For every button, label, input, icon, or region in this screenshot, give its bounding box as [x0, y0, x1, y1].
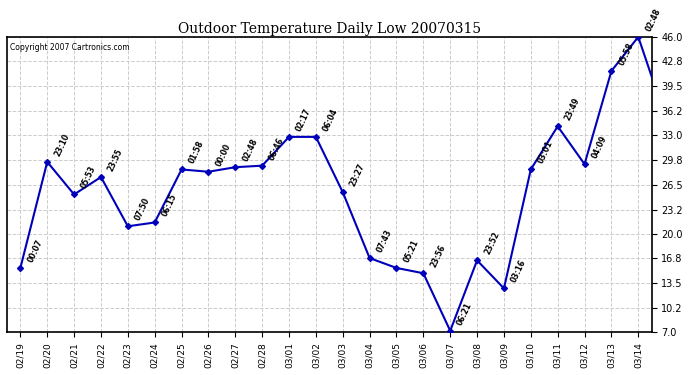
Text: Copyright 2007 Cartronics.com: Copyright 2007 Cartronics.com [10, 43, 130, 52]
Text: 23:27: 23:27 [348, 162, 366, 188]
Text: 06:46: 06:46 [268, 136, 286, 162]
Text: 23:52: 23:52 [482, 231, 501, 256]
Text: 06:04: 06:04 [322, 107, 339, 133]
Text: 23:56: 23:56 [429, 243, 447, 269]
Text: 00:00: 00:00 [214, 142, 233, 168]
Text: 02:17: 02:17 [295, 107, 313, 133]
Text: 02:48: 02:48 [644, 7, 662, 33]
Text: 07:43: 07:43 [375, 228, 393, 254]
Text: 01:58: 01:58 [187, 140, 206, 165]
Text: 23:55: 23:55 [106, 147, 125, 173]
Text: 20:07: 20:07 [0, 374, 1, 375]
Text: 04:09: 04:09 [590, 134, 609, 160]
Text: 05:58: 05:58 [617, 41, 635, 67]
Text: 06:15: 06:15 [160, 193, 179, 218]
Text: 05:21: 05:21 [402, 238, 420, 264]
Text: 02:48: 02:48 [241, 137, 259, 163]
Text: 23:10: 23:10 [53, 132, 71, 158]
Text: 03:01: 03:01 [536, 140, 555, 165]
Text: 23:49: 23:49 [563, 96, 582, 122]
Text: 00:07: 00:07 [26, 238, 44, 264]
Text: 07:50: 07:50 [133, 196, 152, 222]
Title: Outdoor Temperature Daily Low 20070315: Outdoor Temperature Daily Low 20070315 [178, 22, 481, 36]
Text: 05:53: 05:53 [79, 165, 98, 190]
Text: 06:21: 06:21 [456, 301, 474, 327]
Text: 03:16: 03:16 [509, 258, 528, 284]
